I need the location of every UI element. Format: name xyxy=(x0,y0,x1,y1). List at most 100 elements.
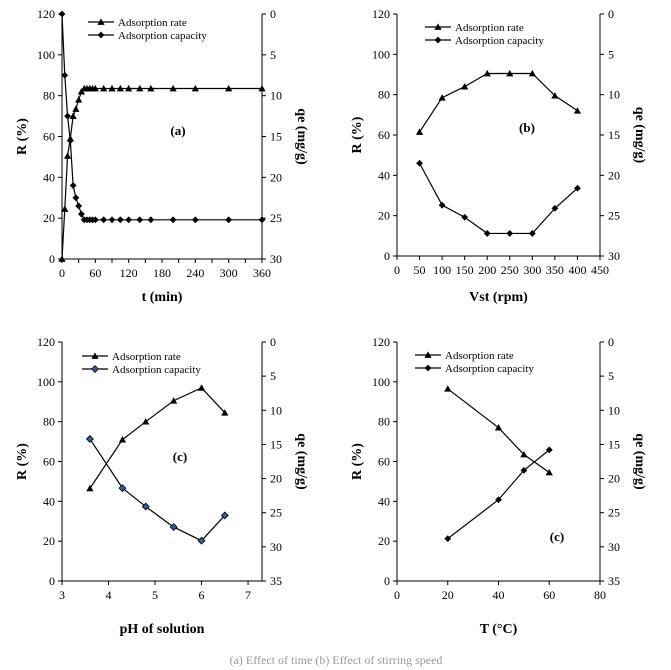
x-tick-label: 0 xyxy=(394,588,400,602)
data-point-diamond xyxy=(147,216,155,224)
y2-axis-label: qe (mg/g) xyxy=(294,108,309,165)
x-tick-label: 100 xyxy=(433,263,451,277)
y2-tick-label: 35 xyxy=(608,574,620,588)
data-point-diamond xyxy=(91,216,99,224)
data-point-diamond xyxy=(100,216,108,224)
data-point-triangle xyxy=(75,96,83,103)
data-point-triangle xyxy=(169,84,177,92)
x-tick-label: 400 xyxy=(568,263,586,277)
y-tick-label: 40 xyxy=(378,168,390,182)
x-tick-label: 350 xyxy=(546,263,564,277)
x-tick-label: 360 xyxy=(253,266,271,280)
data-point-diamond xyxy=(108,216,116,224)
series-line xyxy=(447,388,550,473)
x-tick-label: 50 xyxy=(414,263,426,277)
data-point-diamond xyxy=(125,216,133,224)
y2-tick-label: 25 xyxy=(270,211,282,225)
x-tick-label: 40 xyxy=(493,588,505,602)
legend-label: Adsorption capacity xyxy=(112,364,201,376)
series-line xyxy=(61,87,262,260)
y-tick-label: 20 xyxy=(378,209,390,223)
x-tick-label: 300 xyxy=(220,266,238,280)
y2-tick-label: 15 xyxy=(608,128,620,142)
x-tick-label: 0 xyxy=(59,266,65,280)
data-point-triangle xyxy=(520,450,528,458)
data-point-triangle xyxy=(69,112,77,119)
data-point-triangle xyxy=(461,83,469,90)
y-tick-label: 60 xyxy=(378,128,390,142)
data-point-triangle xyxy=(191,84,199,92)
data-point-diamond xyxy=(118,484,127,493)
y-tick-label: 20 xyxy=(43,211,55,225)
data-point-triangle xyxy=(61,205,69,212)
y-tick-label: 0 xyxy=(49,252,55,266)
y2-tick-label: 30 xyxy=(270,540,282,554)
series-line xyxy=(419,162,578,235)
legend-marker-diamond xyxy=(434,36,442,44)
y2-tick-label: 0 xyxy=(270,7,276,21)
data-point-diamond xyxy=(61,71,69,79)
y-tick-label: 80 xyxy=(378,88,390,102)
data-point-triangle xyxy=(118,435,127,443)
data-point-diamond xyxy=(483,230,491,237)
legend-marker-diamond xyxy=(97,31,105,39)
y-tick-label: 20 xyxy=(43,534,55,548)
data-point-triangle xyxy=(86,484,94,492)
panel-label: (c) xyxy=(550,529,564,544)
y-axis-label: R (%) xyxy=(15,118,30,155)
data-point-diamond xyxy=(438,201,446,209)
x-tick-label: 80 xyxy=(594,588,606,602)
data-point-diamond xyxy=(258,216,266,224)
legend-label: Adsorption capacity xyxy=(445,363,534,375)
data-point-diamond xyxy=(444,535,452,543)
data-point-diamond xyxy=(574,184,581,192)
data-point-diamond xyxy=(461,213,469,221)
series-line xyxy=(89,438,226,542)
data-point-triangle xyxy=(573,107,582,114)
data-point-triangle xyxy=(444,385,452,392)
data-point-triangle xyxy=(72,105,80,112)
y-tick-label: 0 xyxy=(384,574,390,588)
data-point-triangle xyxy=(545,468,553,476)
x-axis-label: Vst (rpm) xyxy=(469,290,528,305)
x-tick-label: 3 xyxy=(59,588,65,602)
data-point-diamond xyxy=(64,112,71,120)
x-axis-label: pH of solution xyxy=(120,622,205,637)
data-point-triangle xyxy=(100,84,108,92)
data-point-diamond xyxy=(416,159,423,167)
x-tick-label: 200 xyxy=(478,263,496,277)
y2-tick-label: 5 xyxy=(270,369,276,383)
data-point-diamond xyxy=(545,446,553,454)
legend-marker-triangle xyxy=(434,23,442,30)
panel-label: (b) xyxy=(519,120,535,135)
y-tick-label: 0 xyxy=(49,574,55,588)
x-tick-label: 250 xyxy=(501,263,519,277)
legend-marker-triangle xyxy=(91,352,99,359)
data-point-triangle xyxy=(142,418,150,425)
y2-tick-label: 20 xyxy=(608,472,620,486)
data-point-diamond xyxy=(141,502,150,511)
legend-marker-diamond xyxy=(424,364,432,372)
y-tick-label: 100 xyxy=(372,47,390,61)
y2-axis-label: qe (mg/g) xyxy=(632,433,647,490)
y2-tick-label: 10 xyxy=(270,89,282,103)
y2-axis-label: qe (mg/g) xyxy=(294,433,309,490)
x-axis-label: T (°C) xyxy=(480,622,518,637)
y2-tick-label: 25 xyxy=(270,506,282,520)
y-tick-label: 120 xyxy=(372,335,390,349)
x-tick-label: 7 xyxy=(245,588,251,602)
data-point-diamond xyxy=(197,536,206,545)
data-point-diamond xyxy=(116,216,124,224)
legend-marker-triangle xyxy=(424,351,432,358)
data-point-triangle xyxy=(197,384,206,391)
y-tick-label: 20 xyxy=(378,534,390,548)
data-point-diamond xyxy=(66,137,74,144)
y2-tick-label: 20 xyxy=(270,170,282,184)
data-point-diamond xyxy=(220,511,229,520)
data-point-triangle xyxy=(225,84,233,92)
data-point-diamond xyxy=(551,205,559,212)
